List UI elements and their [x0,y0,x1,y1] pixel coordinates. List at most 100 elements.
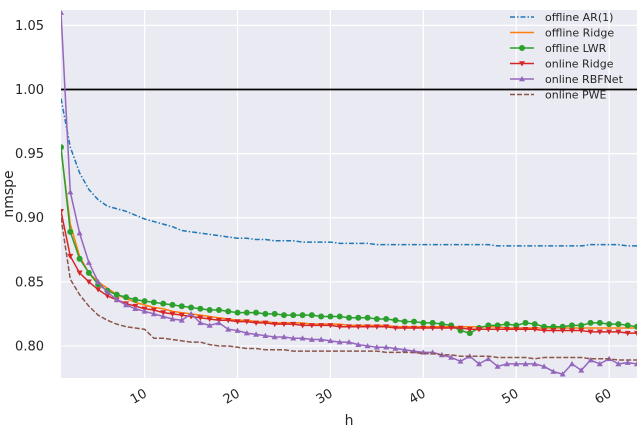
x-tick-label: 20 [221,386,243,407]
legend: offline AR(1) offline Ridge offline LWR onl… [510,11,624,102]
data-point [169,301,176,308]
data-point [150,307,157,314]
data-point [336,313,343,320]
data-point [308,336,315,342]
data-point [494,326,501,333]
series-line [61,98,637,247]
data-point [634,330,637,337]
y-tick-label: 0.90 [15,211,44,226]
data-point [550,328,557,334]
legend-label: online Ridge [545,58,614,71]
data-point [308,312,315,319]
data-point [169,316,176,322]
data-point [290,312,297,319]
series-group [61,10,637,377]
data-point [290,335,297,341]
y-tick-label: 1.00 [15,83,44,98]
data-point [541,323,548,330]
data-point [327,323,334,329]
legend-label: online PWE [545,89,607,102]
data-point [197,319,204,326]
data-point [411,318,418,325]
y-tick-label: 1.05 [15,19,44,34]
data-point [568,328,575,334]
data-point [169,311,176,317]
data-point [132,296,139,303]
data-point [271,310,278,317]
data-point [67,189,74,195]
data-point [215,319,222,326]
data-point [262,332,269,338]
data-point [466,326,473,333]
data-point [513,360,520,367]
data-point [522,319,529,326]
data-point [364,314,371,321]
data-point [243,309,250,316]
data-point [206,316,213,323]
data-point [615,321,622,328]
data-point [596,360,603,367]
legend-label: online RBFNet [545,73,624,86]
data-point [160,313,167,319]
data-point [568,322,575,329]
series-online_ridge [61,209,637,337]
data-point [485,355,492,362]
data-point [457,358,464,364]
data-point [420,319,427,326]
data-point [188,304,195,311]
data-point [429,319,436,326]
data-point [485,322,492,329]
data-point [346,324,352,330]
data-point [448,325,455,331]
data-point [290,321,297,328]
data-point [364,324,371,330]
data-point [225,326,232,332]
data-point [141,298,148,305]
data-point [123,294,130,301]
data-point [568,360,575,367]
data-point [85,269,92,276]
data-point [541,328,548,334]
x-axis-label: h [345,413,354,429]
data-point [132,305,139,312]
data-point [67,253,74,260]
data-point [355,314,362,321]
legend-label: offline LWR [545,42,607,55]
data-point [596,319,603,326]
data-point [485,326,492,333]
data-point [197,315,204,321]
data-point [61,209,64,215]
data-point [253,309,260,316]
data-point [541,363,548,369]
data-point [280,312,287,319]
data-point [550,323,557,330]
data-point [606,321,613,328]
data-point [634,323,637,330]
data-point [104,293,111,299]
data-point [327,337,334,344]
data-point [531,360,538,367]
data-point [299,323,306,329]
data-point [578,367,585,373]
x-tick-label: 60 [592,386,614,407]
data-point [76,270,83,276]
data-point [578,328,585,334]
data-point [429,325,436,331]
data-point [448,354,455,360]
x-tick-label: 50 [500,386,522,407]
data-point [327,313,334,320]
data-point [234,327,241,333]
data-point [615,360,622,367]
data-point [411,325,418,331]
data-point [123,301,130,308]
data-point [513,322,520,329]
data-point [624,322,631,329]
data-point [280,333,287,340]
x-tick-labels: 10 20 30 40 50 60 [128,386,614,407]
data-point [206,307,213,314]
data-point [373,316,380,323]
y-axis-label: nmspe [1,170,17,217]
data-point [85,259,92,265]
legend-marker [519,76,525,82]
x-tick-label: 40 [407,386,429,407]
